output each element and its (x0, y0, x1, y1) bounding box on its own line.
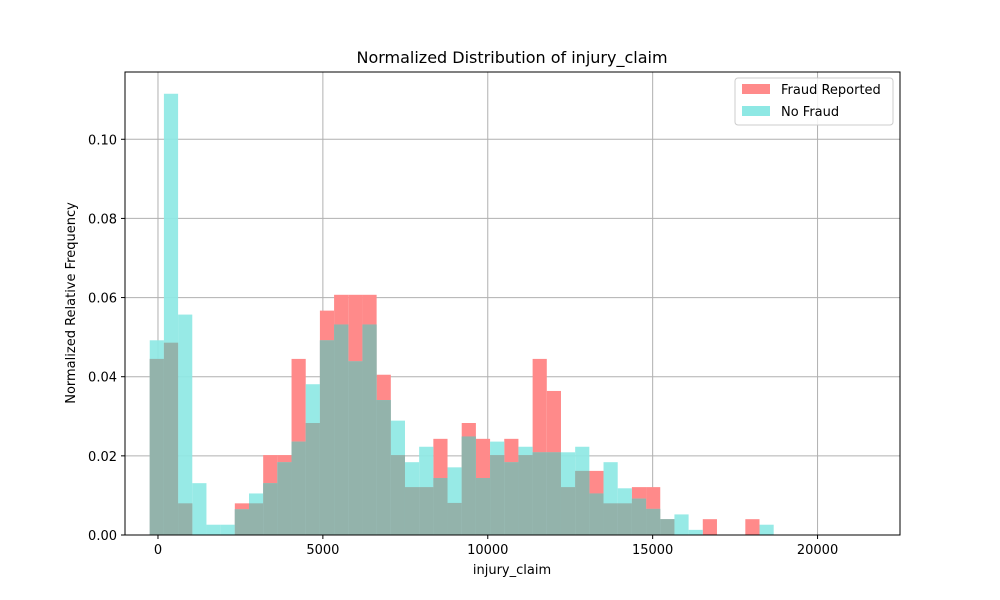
x-tick-label-2: 10000 (467, 543, 508, 558)
bar-no-fraud-38 (688, 529, 703, 535)
bar-overlap-14 (348, 361, 363, 535)
bar-overlap-20 (433, 478, 448, 535)
plot-frame (124, 71, 901, 536)
bar-overlap-17 (390, 455, 405, 535)
bar-overlap-13 (334, 324, 349, 535)
legend-label-no-fraud: No Fraud (781, 105, 839, 120)
y-tick-label-1: 0.02 (88, 450, 117, 465)
bar-overlap-22 (461, 436, 476, 535)
ticks-layer: 0 5000 10000 15000 20000 0.00 0.02 0.04 0.06 0.08… (88, 133, 838, 558)
bars-layer (149, 93, 774, 535)
bar-overlap-35 (646, 508, 661, 535)
legend-swatch-no-fraud (742, 106, 770, 116)
x-tick-label-1: 5000 (306, 543, 339, 558)
x-tick-label-0: 0 (154, 543, 162, 558)
bar-overlap-32 (603, 503, 618, 535)
bar-overlap-25 (504, 462, 519, 535)
y-tick-label-4: 0.08 (88, 212, 117, 227)
bar-no-fraud-4 (206, 524, 221, 535)
x-tick-label-3: 15000 (632, 543, 673, 558)
x-axis-label: injury_claim (473, 563, 551, 578)
bar-no-fraud-2 (178, 314, 193, 535)
chart-title: Normalized Distribution of injury_claim (356, 48, 667, 68)
bar-overlap-0 (149, 358, 164, 535)
bar-overlap-23 (475, 478, 491, 535)
bar-overlap-30 (575, 470, 590, 535)
bar-overlap-12 (319, 340, 335, 535)
legend: Fraud Reported No Fraud (734, 77, 894, 126)
y-tick-label-2: 0.04 (88, 371, 117, 386)
bar-no-fraud-5 (220, 524, 235, 535)
legend-box (734, 77, 894, 126)
y-tick-label-5: 0.10 (88, 133, 117, 148)
bar-overlap-18 (404, 487, 420, 535)
bar-overlap-15 (362, 324, 377, 535)
bar-overlap-31 (589, 493, 604, 535)
bar-overlap-21 (447, 502, 462, 535)
bar-fraud-reported-39 (702, 519, 717, 535)
bar-overlap-9 (277, 462, 292, 535)
bar-overlap-29 (560, 487, 576, 535)
bar-overlap-7 (249, 503, 264, 535)
bar-overlap-11 (305, 423, 320, 535)
bar-overlap-1 (163, 342, 179, 535)
bar-overlap-34 (631, 498, 647, 535)
bar-overlap-6 (234, 509, 249, 535)
y-tick-label-0: 0.00 (88, 529, 117, 544)
bar-overlap-19 (419, 487, 434, 535)
x-tick-label-4: 20000 (797, 543, 838, 558)
bar-overlap-33 (617, 503, 632, 535)
y-axis-label: Normalized Relative Frequency (64, 202, 79, 404)
y-tick-label-3: 0.06 (88, 292, 117, 307)
bar-overlap-8 (263, 483, 278, 535)
bar-overlap-16 (376, 400, 391, 535)
bar-overlap-2 (178, 503, 193, 535)
bar-overlap-27 (532, 452, 547, 535)
bar-no-fraud-37 (674, 514, 689, 535)
bar-overlap-10 (291, 441, 306, 535)
bar-fraud-reported-42 (745, 519, 760, 535)
legend-label-fraud-reported: Fraud Reported (781, 83, 881, 98)
bar-overlap-28 (546, 452, 561, 535)
legend-swatch-fraud-reported (742, 84, 770, 94)
bar-no-fraud-3 (192, 483, 207, 535)
bar-no-fraud-43 (759, 524, 774, 535)
bar-overlap-26 (518, 455, 533, 535)
bar-overlap-24 (490, 455, 505, 535)
bar-overlap-36 (660, 519, 675, 535)
